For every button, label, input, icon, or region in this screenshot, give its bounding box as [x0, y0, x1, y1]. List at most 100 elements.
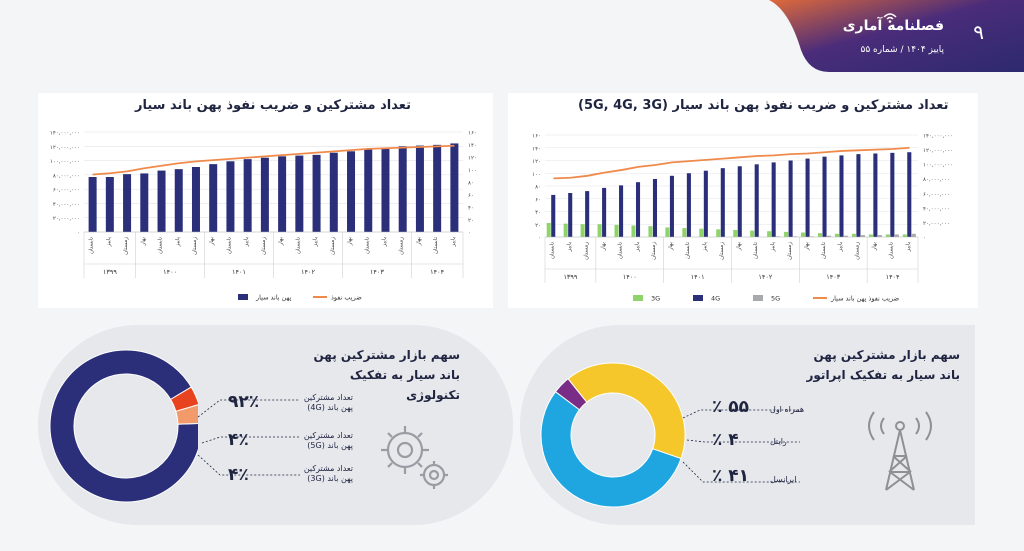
bar-4G — [856, 154, 861, 237]
bar-پهن باند سیار — [398, 146, 407, 232]
bar-3G — [767, 231, 772, 237]
label-3g: تعداد مشترکین پهن باند (3G) — [303, 464, 353, 483]
magazine-header-badge — [769, 0, 1024, 72]
bar-پهن باند سیار — [364, 149, 373, 232]
left-tick-label: ۸۰ — [535, 185, 541, 191]
bar-4G — [720, 168, 725, 237]
bar-پهن باند سیار — [347, 151, 356, 232]
x-tick-label: تابستان — [295, 237, 301, 254]
share-title-technology: سهم بازار مشترکین پهن باند سیار به تفکیک… — [300, 345, 460, 405]
right-tick-label: ۲۰,۰۰۰,۰۰۰ — [923, 221, 950, 227]
bar-4G — [551, 194, 556, 237]
bar-4G — [890, 152, 895, 237]
year-label: ۱۳۹۹ — [103, 268, 117, 276]
bar-3G — [750, 230, 755, 237]
bar-3G — [580, 224, 585, 237]
label-5g: تعداد مشترکین پهن باند (5G) — [303, 431, 353, 450]
bar-3G — [546, 222, 551, 237]
line-ضریب نفوذ — [92, 144, 455, 176]
right-tick-label: ۸۰ — [468, 181, 474, 187]
x-tick-label: پاییز — [244, 237, 250, 248]
x-tick-label: تابستان — [89, 237, 95, 254]
pct-irancell: ۴۱ ٪ — [712, 466, 750, 486]
x-tick-label: پاییز — [838, 242, 844, 253]
year-label: ۱۴۰۲ — [758, 273, 772, 281]
bar-5G — [793, 236, 798, 237]
bar-پهن باند سیار — [260, 157, 269, 232]
bar-3G — [784, 231, 789, 237]
right-tick-label: ۰ — [468, 231, 471, 237]
right-tick-label: ۱۶۰ — [468, 131, 477, 137]
label-irancell: ایرانسل — [770, 475, 797, 484]
bar-4G — [754, 164, 759, 237]
bar-4G — [686, 173, 691, 237]
x-tick-label: زمستان — [399, 237, 405, 255]
share-title-operator-text: سهم بازار مشترکین پهن باند سیار به تفکیک… — [806, 348, 961, 382]
bar-4G — [873, 153, 878, 237]
bar-5G — [810, 236, 815, 237]
label-hamrah-aval: همراه اول — [770, 405, 805, 414]
right-tick-label: ۴۰ — [468, 206, 474, 212]
bar-5G — [843, 235, 849, 237]
signal-icon — [882, 8, 898, 27]
bar-3G — [868, 234, 873, 237]
bar-پهن باند سیار — [157, 170, 166, 232]
bar-4G — [652, 178, 658, 237]
label-rightel: رایتل — [770, 437, 787, 446]
bar-پهن باند سیار — [140, 173, 149, 232]
gear-icon — [381, 426, 448, 489]
bar-5G — [877, 235, 882, 237]
year-label: ۱۴۰۴ — [430, 268, 444, 276]
bar-3G — [716, 229, 721, 237]
left-tick-label: ۱۰۰,۰۰۰,۰۰۰ — [50, 159, 80, 165]
bar-4G — [907, 152, 912, 237]
bar-پهن باند سیار — [295, 155, 304, 232]
x-tick-label: پاییز — [106, 237, 112, 248]
x-tick-label: تابستان — [364, 237, 370, 254]
chart-title-total: تعداد مشترکین و ضریب نفوذ پهن باند سیار — [135, 98, 411, 113]
x-tick-label: بهار — [140, 237, 146, 247]
bar-پهن باند سیار — [243, 159, 252, 232]
bar-3G — [801, 232, 806, 237]
legend-swatch — [633, 295, 643, 301]
bar-4G — [737, 166, 742, 237]
right-tick-label: ۱۲۰ — [468, 156, 477, 162]
chart-tech-subscribers: ۰ ۲۰ ۴۰ ۶۰ ۸۰ ۱۰۰ ۱۲۰ ۱۴۰ ۱۶۰ ۰ ۲۰,۰۰۰,۰۰۰ ۴۰,۰۰۰,۰… — [532, 134, 953, 303]
x-tick-label: زمستان — [787, 242, 793, 260]
bar-3G — [648, 226, 653, 237]
bar-3G — [699, 228, 704, 237]
bar-4G — [703, 170, 708, 237]
right-tick-label: ۱۰۰ — [468, 168, 477, 174]
bar-پهن باند سیار — [278, 156, 287, 232]
line-ضریب نفوذ پهن باند سیار — [553, 146, 910, 180]
callout-lines-operator — [682, 409, 800, 483]
magazine-title: فصلنامه آماری — [842, 18, 944, 34]
pct-5g: ۴٪ — [228, 430, 249, 450]
year-label: ۱۴۰۱ — [232, 268, 246, 276]
x-tick-label: پاییز — [175, 237, 181, 248]
bar-4G — [839, 155, 844, 237]
bar-4G — [805, 158, 810, 237]
year-label: ۱۴۰۲ — [301, 268, 315, 276]
pct-hamrah-aval: ۵۵ ٪ — [712, 397, 750, 417]
bar-3G — [563, 223, 568, 237]
x-tick-label: تابستان — [226, 237, 232, 254]
bar-4G — [771, 162, 776, 237]
right-tick-label: ۶۰,۰۰۰,۰۰۰ — [923, 192, 950, 198]
x-tick-label: پاییز — [770, 242, 776, 253]
left-tick-label: ۱۶۰ — [532, 134, 541, 140]
x-tick-label: زمستان — [719, 242, 725, 260]
right-tick-label: ۱۲۰,۰۰۰,۰۰۰ — [923, 148, 953, 154]
left-tick-label: ۱۲۰ — [532, 159, 541, 165]
bar-پهن باند سیار — [174, 169, 183, 232]
bar-3G — [885, 234, 890, 237]
x-tick-label: بهار — [736, 242, 742, 252]
bar-3G — [631, 225, 636, 237]
issue-line: پاییز ۱۴۰۴ / شماره ۵۵ — [860, 45, 944, 55]
x-tick-label: تابستان — [617, 242, 623, 259]
right-tick-label: ۱۴۰ — [468, 143, 477, 149]
x-tick-label: پاییز — [702, 242, 708, 253]
share-title-operator: سهم بازار مشترکین پهن باند سیار به تفکیک… — [800, 345, 961, 385]
bar-پهن باند سیار — [312, 154, 321, 232]
left-tick-label: ۱۲۰,۰۰۰,۰۰۰ — [50, 145, 80, 151]
